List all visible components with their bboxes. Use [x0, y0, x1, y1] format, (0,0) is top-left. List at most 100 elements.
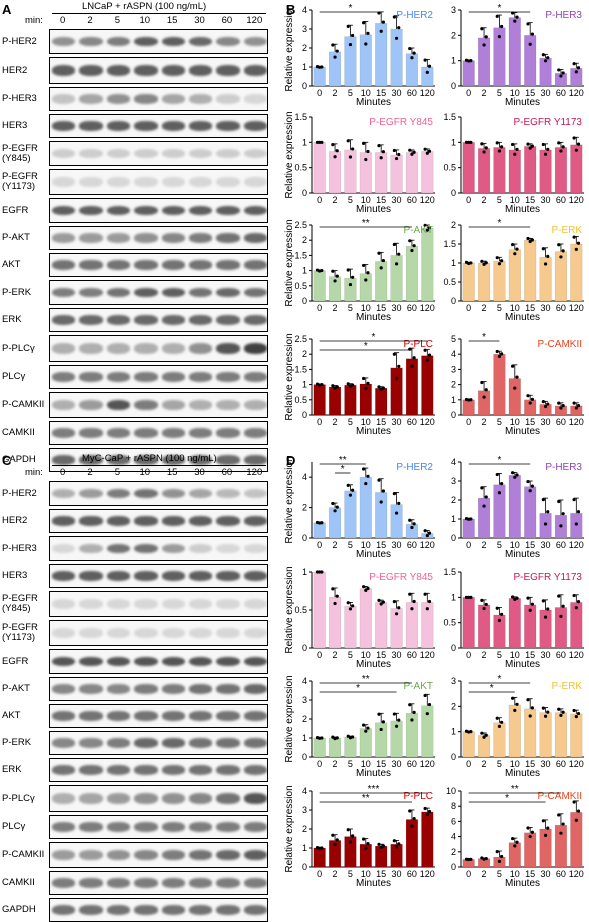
- data-point: [513, 152, 517, 156]
- chart-title: P-PLC: [404, 791, 433, 802]
- blot-band: [52, 121, 76, 131]
- blot-band: [161, 543, 185, 554]
- blot-band: [243, 488, 267, 499]
- data-point: [412, 356, 416, 360]
- data-point: [381, 386, 385, 390]
- blot-band: [216, 850, 240, 860]
- bar: [508, 17, 521, 87]
- blot-band: [106, 315, 131, 325]
- blot-strip: [49, 392, 268, 418]
- data-point: [335, 594, 339, 598]
- y-tick-label: 0: [302, 533, 307, 543]
- data-point: [495, 141, 499, 145]
- blot-band: [106, 121, 131, 131]
- blot-band: [243, 148, 267, 159]
- x-tick-label: 120: [420, 869, 435, 879]
- blot-band: [216, 372, 240, 382]
- x-tick-label: 30: [541, 417, 551, 427]
- bar: [405, 713, 419, 758]
- data-point: [559, 831, 563, 835]
- x-tick-label: 2: [482, 303, 487, 313]
- data-point: [574, 818, 578, 822]
- x-tick-label: 120: [420, 650, 435, 660]
- data-point: [574, 406, 578, 410]
- x-axis-label: Minutes: [356, 768, 391, 779]
- data-point: [394, 612, 399, 616]
- y-tick-label: 0.5: [294, 163, 307, 173]
- data-point: [574, 148, 578, 152]
- data-point: [543, 615, 548, 619]
- data-point: [348, 736, 353, 740]
- blot-row-label: HER3: [2, 120, 28, 131]
- x-axis-label: Minutes: [356, 878, 391, 889]
- blot-band: [79, 516, 103, 526]
- blot-band: [243, 36, 267, 47]
- chart-title: P-EGFR Y845: [369, 117, 433, 128]
- blot-band: [134, 94, 158, 104]
- data-point: [543, 522, 548, 526]
- data-point: [513, 844, 517, 848]
- lane-header-label: min:: [25, 467, 43, 478]
- y-tick-label: 3: [302, 695, 307, 705]
- bar: [390, 154, 403, 194]
- blot-band: [216, 177, 240, 187]
- bar: [390, 504, 403, 539]
- bar: [570, 68, 583, 87]
- data-point: [511, 836, 515, 841]
- blot-band: [79, 287, 103, 298]
- x-axis-label: Minutes: [356, 312, 391, 323]
- data-point: [335, 274, 339, 278]
- blot-row-label: PLCγ: [2, 821, 26, 832]
- y-tick-label: 4: [451, 832, 456, 842]
- x-tick-label: 5: [348, 869, 353, 879]
- blot-band: [216, 455, 240, 465]
- x-axis-label: Minutes: [505, 549, 540, 560]
- data-point: [541, 142, 545, 147]
- bar: [328, 51, 342, 87]
- bar: [524, 146, 537, 194]
- blot-row-label: P-EGFR (Y1173): [2, 622, 38, 643]
- data-point: [561, 604, 565, 608]
- bar: [477, 497, 491, 539]
- blot-band: [243, 905, 267, 915]
- y-tick-label: 0: [451, 862, 456, 872]
- y-axis-label: Relative expression: [284, 566, 295, 653]
- x-tick-label: 5: [497, 303, 502, 313]
- data-point: [408, 148, 412, 152]
- blot-band: [216, 488, 240, 499]
- bar: [421, 227, 434, 302]
- y-tick-label: 2: [451, 380, 456, 390]
- significance-label: *: [497, 674, 501, 685]
- blot-title: MyC-CaP + rASPN (100 ng/mL): [82, 453, 217, 464]
- data-point: [495, 716, 499, 720]
- data-point: [546, 56, 550, 60]
- blot-strip: [49, 536, 268, 561]
- data-point: [412, 150, 416, 154]
- bar: [493, 147, 506, 194]
- data-point: [576, 711, 581, 716]
- data-point: [425, 151, 429, 155]
- data-point: [392, 600, 396, 604]
- y-tick-label: 2: [302, 714, 307, 724]
- blot-band: [188, 599, 213, 609]
- blot-band: [188, 94, 213, 104]
- data-point: [469, 730, 473, 734]
- data-point: [528, 489, 532, 493]
- blot-row-label: P-HER3: [2, 542, 37, 554]
- blot-row-label: AKT: [2, 259, 21, 270]
- data-point: [397, 718, 401, 722]
- data-point: [497, 724, 502, 728]
- data-point: [515, 702, 519, 706]
- x-tick-label: 5: [497, 540, 502, 550]
- data-point: [515, 147, 519, 151]
- x-axis-label: Minutes: [505, 312, 540, 323]
- blot-band: [216, 121, 240, 131]
- significance-label: **: [362, 218, 370, 229]
- blot-band: [188, 628, 213, 638]
- data-point: [546, 826, 550, 830]
- data-point: [484, 35, 488, 39]
- bar: [344, 605, 357, 649]
- blot-band: [134, 205, 158, 216]
- data-point: [511, 242, 515, 247]
- x-tick-label: 120: [569, 417, 584, 427]
